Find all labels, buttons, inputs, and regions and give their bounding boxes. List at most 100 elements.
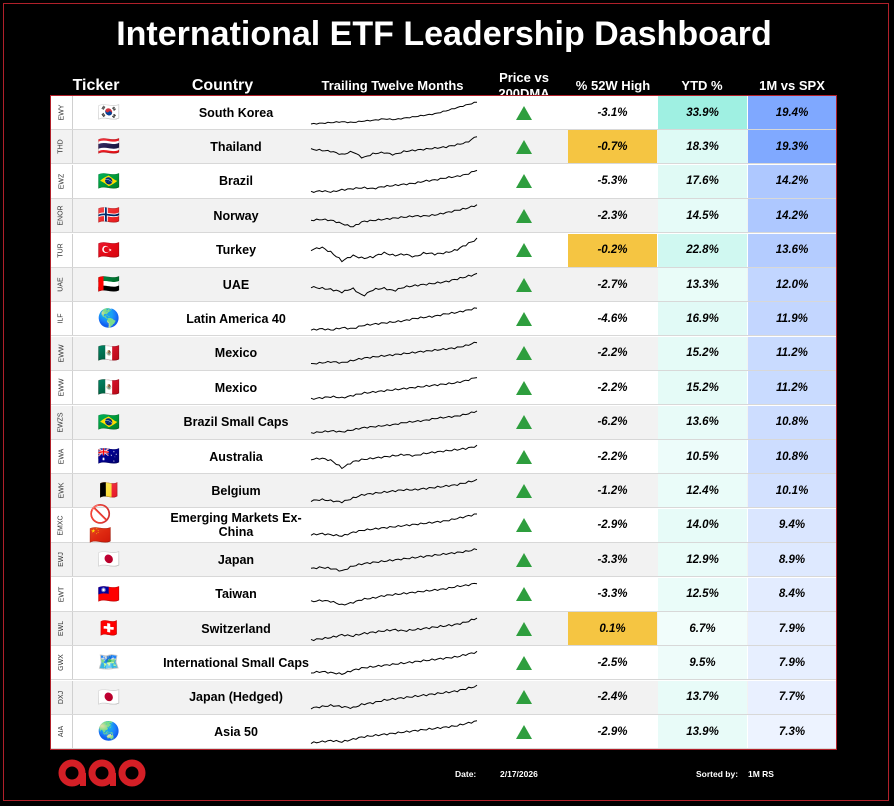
- pct-52w-high: -6.2%: [597, 416, 628, 429]
- sorted-value: 1M RS: [748, 769, 774, 779]
- up-arrow-icon: [516, 655, 532, 670]
- trend-arrow-cell: [506, 165, 542, 198]
- ytd-pct: 10.5%: [658, 440, 747, 473]
- pct-52w-high: -2.2%: [597, 347, 628, 360]
- country-name: International Small Caps: [163, 655, 309, 670]
- flag-icon: 🇧🇷: [97, 170, 121, 191]
- ticker-cell: EWW: [51, 336, 73, 370]
- ytd-pct: 17.6%: [658, 164, 747, 198]
- sparkline-cell: [306, 337, 481, 370]
- up-arrow-icon: [516, 243, 532, 258]
- trend-arrow-cell: [506, 509, 542, 542]
- ticker-label: EWA: [58, 448, 65, 465]
- 1m-vs-spx: 11.9%: [748, 302, 836, 336]
- pct-52w-high: -2.9%: [597, 725, 628, 738]
- ttm-sparkline: [310, 376, 477, 400]
- flag-icon: 🇹🇼: [97, 583, 121, 604]
- header-ytd: YTD %: [681, 78, 723, 93]
- ticker-cell: EWT: [51, 577, 73, 611]
- pct-52w-high: -3.3%: [597, 588, 628, 601]
- pct-52w-high: -2.7%: [597, 278, 628, 291]
- aao-logo: [58, 759, 146, 787]
- flag-icon: 🇲🇽: [97, 342, 121, 363]
- 1m-vs-spx: 10.8%: [748, 440, 836, 473]
- sparkline-cell: [306, 543, 481, 576]
- table-row: EWZS 🇧🇷 Brazil Small Caps -6.2% 13.6% 10.8%: [51, 405, 836, 440]
- sparkline-cell: [306, 406, 481, 439]
- pct-52w-high: 0.1%: [568, 612, 657, 645]
- flag-icon: 🌏: [97, 721, 121, 742]
- country-name: Turkey: [215, 243, 257, 258]
- 1m-vs-spx: 7.9%: [748, 646, 836, 680]
- 1m-vs-spx: 11.2%: [748, 371, 836, 405]
- up-arrow-icon: [516, 380, 532, 395]
- ytd-pct: 22.8%: [658, 233, 747, 267]
- ttm-sparkline: [310, 547, 477, 572]
- ticker-cell: GWX: [51, 646, 73, 680]
- ttm-sparkline: [310, 170, 477, 194]
- header-ttm: Trailing Twelve Months: [321, 78, 464, 93]
- header-52w-high: % 52W High: [575, 78, 651, 93]
- ttm-sparkline: [310, 307, 477, 331]
- 1m-vs-spx: 19.3%: [748, 130, 836, 164]
- sparkline-cell: [306, 165, 481, 198]
- ticker-cell: ILF: [51, 302, 73, 336]
- ytd-pct: 12.5%: [658, 577, 747, 611]
- up-arrow-icon: [516, 621, 532, 636]
- sparkline-cell: [306, 371, 481, 404]
- up-arrow-icon: [516, 690, 532, 705]
- ticker-cell: UAE: [51, 268, 73, 301]
- ttm-sparkline: [310, 684, 477, 710]
- country-name: Emerging Markets Ex-China: [170, 511, 302, 540]
- trend-arrow-cell: [506, 130, 542, 163]
- 1m-vs-spx: 12.0%: [748, 268, 836, 301]
- ticker-label: EWZS: [57, 411, 65, 433]
- trend-arrow-cell: [506, 234, 542, 267]
- sparkline-cell: [306, 715, 481, 748]
- date-value: 2/17/2026: [500, 769, 538, 779]
- ytd-pct: 13.9%: [658, 715, 747, 749]
- ticker-cell: EMXC: [51, 508, 73, 542]
- up-arrow-icon: [516, 483, 532, 498]
- ytd-pct: 13.6%: [658, 405, 747, 439]
- trend-arrow-cell: [506, 543, 542, 576]
- flag-icon: 🇧🇷: [97, 411, 121, 432]
- pct-52w-high: -2.2%: [597, 450, 628, 463]
- up-arrow-icon: [516, 587, 532, 602]
- pct-52w-high: -3.3%: [597, 553, 628, 566]
- country-name: Taiwan: [215, 587, 257, 602]
- ytd-pct: 6.7%: [658, 612, 747, 645]
- header-ticker: Ticker: [72, 77, 120, 94]
- sparkline-cell: [306, 646, 481, 679]
- 1m-vs-spx: 10.8%: [748, 405, 836, 439]
- pct-52w-high: -5.3%: [597, 175, 628, 188]
- up-arrow-icon: [516, 277, 532, 292]
- pct-52w-high: -2.3%: [597, 209, 628, 222]
- ticker-cell: AIA: [51, 715, 73, 749]
- sparkline-cell: [306, 474, 481, 507]
- pct-52w-high: -2.4%: [597, 691, 628, 704]
- trend-arrow-cell: [506, 474, 542, 507]
- sparkline-cell: [306, 440, 481, 473]
- ticker-cell: ENOR: [51, 199, 73, 233]
- sparkline-cell: [306, 578, 481, 611]
- up-arrow-icon: [516, 311, 532, 326]
- 1m-vs-spx: 7.3%: [748, 715, 836, 749]
- country-name: Mexico: [214, 380, 258, 395]
- flag-icon: 🇧🇪: [97, 480, 121, 501]
- up-arrow-icon: [516, 139, 532, 154]
- flag-icon: 🇰🇷: [97, 102, 121, 122]
- ticker-cell: EWY: [51, 96, 73, 129]
- ticker-label: EWZ: [58, 173, 65, 190]
- country-name: Japan: [217, 552, 255, 567]
- 1m-vs-spx: 7.7%: [748, 680, 836, 714]
- ticker-label: ILF: [58, 313, 65, 324]
- flag-icon: 🇲🇽: [97, 377, 121, 398]
- country-name: Norway: [213, 208, 259, 223]
- pct-52w-high: -2.2%: [597, 381, 628, 394]
- trend-arrow-cell: [506, 681, 542, 714]
- pct-52w-high: -1.2%: [597, 484, 628, 497]
- flag-icon: 🇨🇭: [97, 618, 121, 638]
- country-name: Belgium: [211, 483, 261, 498]
- ttm-sparkline: [310, 101, 477, 125]
